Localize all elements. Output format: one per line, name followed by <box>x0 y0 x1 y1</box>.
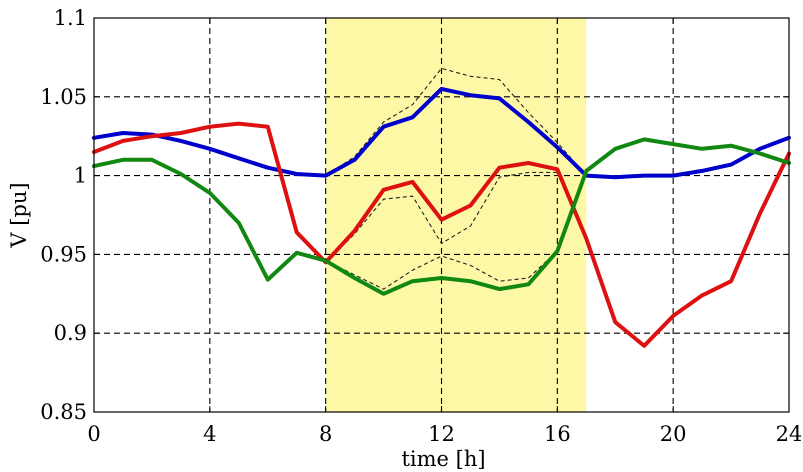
x-tick-label-3: 12 <box>428 422 455 446</box>
series-line-0 <box>92 86 791 180</box>
y-tick-label-2: 0.95 <box>40 242 87 266</box>
y-tick-label-0: 0.85 <box>40 400 87 424</box>
series-line-2 <box>92 137 791 296</box>
series-line-1 <box>92 121 791 348</box>
x-axis-label: time [h] <box>401 447 485 471</box>
series-line-dashed-4 <box>325 171 587 263</box>
x-tick-label-1: 4 <box>203 422 216 446</box>
x-tick-label-0: 0 <box>87 422 100 446</box>
highlight-region <box>325 18 587 412</box>
y-tick-label-4: 1.05 <box>40 85 87 109</box>
y-tick-label-1: 0.9 <box>54 321 87 345</box>
x-tick-label-5: 20 <box>660 422 687 446</box>
x-tick-label-6: 24 <box>776 422 803 446</box>
y-axis-label: V [pu] <box>7 182 31 248</box>
series-line-dashed-3 <box>325 67 587 177</box>
x-tick-label-4: 16 <box>544 422 571 446</box>
y-tick-label-3: 1 <box>74 164 87 188</box>
y-tick-label-5: 1.1 <box>54 6 87 30</box>
x-tick-label-2: 8 <box>319 422 332 446</box>
